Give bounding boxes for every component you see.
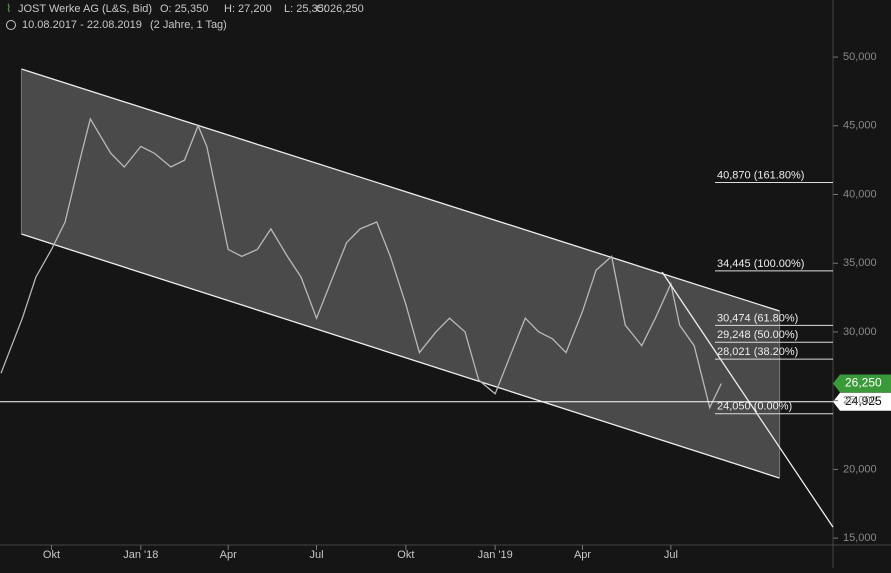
channel-line [21, 233, 780, 479]
y-tick-label: 50,000 [843, 51, 877, 63]
fib-label: 40,870 (161.80%) [717, 169, 804, 181]
fib-label: 29,248 (50.00%) [717, 329, 798, 341]
price-label: 24,925 [845, 394, 882, 408]
open: O: 25,350 [160, 3, 208, 15]
y-tick-label: 25,000 [843, 395, 877, 407]
x-tick-label: Okt [43, 549, 60, 561]
plot: 40,870 (161.80%) 34,445 (100.00%) 30,474 (… [0, 68, 834, 528]
price-box [833, 392, 891, 411]
x-tick-label: Jul [309, 549, 323, 561]
x-tick-label: Apr [220, 549, 237, 561]
y-tick-label: 45,000 [843, 120, 877, 132]
x-tick-label: Jan '18 [123, 549, 158, 561]
close: C: 26,250 [316, 3, 364, 15]
date-range: 10.08.2017 - 22.08.2019 [22, 19, 142, 31]
x-tick-label: Jan '19 [478, 549, 513, 561]
title: JOST Werke AG (L&S, Bid) [18, 3, 152, 15]
icon: ⌇ [6, 3, 11, 15]
clock-icon [6, 20, 16, 30]
x-tick-label: Jul [664, 549, 678, 561]
y-tick-label: 40,000 [843, 188, 877, 200]
high: H: 27,200 [224, 3, 272, 15]
fib-label: 34,445 (100.00%) [717, 258, 804, 270]
channel-fill [21, 69, 780, 479]
low: L: 25,350 [284, 3, 330, 15]
fib-label: 30,474 (61.80%) [717, 312, 798, 324]
price-box [833, 374, 891, 393]
y-tick-label: 35,000 [843, 257, 877, 269]
price-label: 26,250 [845, 376, 882, 390]
channel-line [21, 68, 780, 312]
fib-label: 24,050 (0.00%) [717, 401, 792, 413]
y-tick-label: 20,000 [843, 463, 877, 475]
price-line [0, 117, 722, 410]
y-tick-label: 15,000 [843, 532, 877, 544]
x-tick-label: Apr [574, 549, 591, 561]
period: (2 Jahre, 1 Tag) [150, 19, 227, 31]
trendline [661, 271, 834, 528]
x-tick-label: Okt [397, 549, 414, 561]
y-tick-label: 30,000 [843, 326, 877, 338]
fib-label: 28,021 (38.20%) [717, 346, 798, 358]
